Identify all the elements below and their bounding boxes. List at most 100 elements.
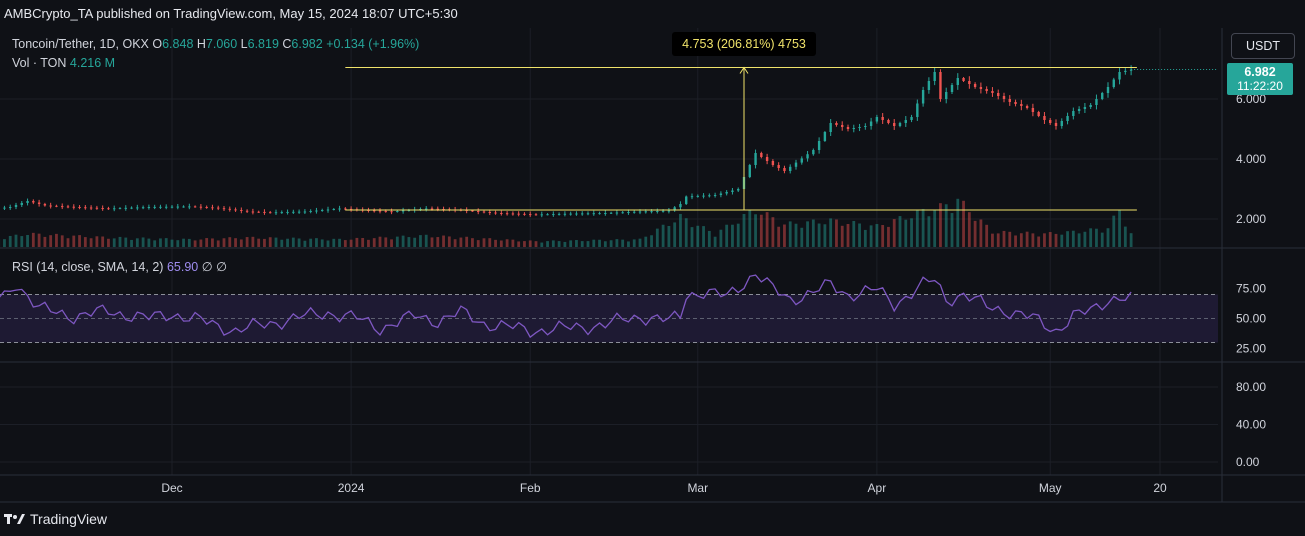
- candle-body: [713, 195, 717, 196]
- volume-bar: [846, 223, 850, 247]
- candle-body: [471, 210, 474, 212]
- volume-bar: [967, 212, 971, 247]
- volume-bar: [898, 216, 902, 247]
- last-price-badge: 6.982 11:22:20: [1227, 63, 1293, 95]
- volume-bar: [343, 240, 347, 247]
- candle-body: [113, 208, 116, 210]
- candle-body: [1077, 109, 1081, 111]
- candle-body: [1008, 99, 1011, 102]
- volume-bar: [603, 241, 607, 247]
- price-tick-label: 6.000: [1236, 92, 1266, 106]
- candle-body: [1060, 121, 1063, 126]
- candle-body: [725, 192, 728, 194]
- volume-bar: [1095, 228, 1098, 247]
- volume-bar: [517, 241, 521, 247]
- candle-body: [136, 207, 139, 209]
- volume-bar: [621, 239, 625, 247]
- volume-bar: [540, 242, 544, 247]
- volume-bar: [759, 214, 763, 247]
- candle-body: [956, 78, 959, 85]
- candle-body: [615, 212, 619, 214]
- volume-bar: [996, 233, 1000, 247]
- candle-body: [529, 214, 532, 216]
- candle-body: [621, 212, 624, 214]
- symbol-label[interactable]: Toncoin/Tether, 1D, OKX: [12, 37, 149, 51]
- volume-bar: [927, 216, 931, 247]
- volume-bar: [1089, 228, 1093, 247]
- volume-bar: [523, 241, 526, 247]
- candle-body: [609, 212, 613, 214]
- candle-body: [1118, 72, 1121, 80]
- volume-bar: [222, 238, 226, 247]
- volume-bar: [303, 240, 307, 247]
- candle-body: [95, 207, 99, 209]
- candle-body: [176, 206, 179, 208]
- measure-tool[interactable]: 4.753 (206.81%) 4753: [345, 32, 1137, 211]
- volume-bar: [367, 239, 370, 247]
- open-value: 6.848: [162, 37, 194, 51]
- volume-bar: [135, 238, 139, 247]
- volume-bar: [707, 230, 711, 247]
- volume-bar: [378, 236, 382, 247]
- volume-bar: [361, 237, 365, 247]
- candle-body: [84, 207, 87, 209]
- candle-body: [26, 201, 29, 203]
- volume-bar: [557, 241, 561, 247]
- candle-body: [1083, 107, 1087, 109]
- candle-body: [765, 157, 769, 161]
- candle-body: [1066, 116, 1069, 121]
- candle-body: [893, 123, 896, 126]
- candle-body: [425, 208, 428, 210]
- volume-bar: [881, 225, 885, 247]
- volume-bar: [349, 239, 353, 247]
- candle-body: [384, 210, 387, 212]
- volume-bar: [176, 240, 180, 247]
- candle-body: [274, 212, 278, 214]
- volume-bar: [1118, 209, 1121, 247]
- candle-body: [633, 211, 636, 213]
- volume-bar: [736, 223, 740, 247]
- volume-bar: [153, 240, 157, 247]
- volume-bar: [904, 219, 908, 247]
- volume-bar: [921, 208, 925, 247]
- rsi-label[interactable]: RSI (14, close, SMA, 14, 2): [12, 260, 164, 274]
- volume-bar: [835, 219, 838, 247]
- volume-bar: [141, 237, 145, 247]
- last-price-value: 6.982: [1244, 65, 1276, 79]
- candle-body: [37, 202, 41, 204]
- volume-bar: [112, 238, 116, 247]
- volume-bar: [806, 221, 809, 247]
- volume-bar: [291, 237, 295, 247]
- candle-body: [78, 207, 81, 208]
- volume-bar: [297, 238, 301, 247]
- lower-tick-label: 80.00: [1236, 380, 1266, 394]
- candle-body: [309, 211, 312, 212]
- candle-body: [835, 123, 838, 125]
- candle-body: [852, 128, 855, 129]
- candle-body: [1014, 102, 1017, 104]
- candle-body: [881, 117, 884, 120]
- candle-body: [581, 213, 584, 215]
- volume-label[interactable]: Vol · TON: [12, 56, 67, 70]
- candle-body: [858, 127, 861, 128]
- volume-bar: [1066, 231, 1069, 247]
- candle-body: [962, 78, 965, 81]
- volume-bar: [1071, 230, 1075, 247]
- candle-body: [1020, 104, 1023, 106]
- low-label: L: [240, 37, 248, 51]
- tradingview-logo[interactable]: TradingView: [4, 511, 107, 527]
- volume-bar: [1060, 234, 1064, 247]
- volume-bar: [1014, 235, 1017, 247]
- candle-body: [217, 207, 220, 209]
- volume-bar: [754, 214, 757, 247]
- volume-bar: [488, 238, 492, 247]
- candle-body: [875, 117, 879, 122]
- candle-body: [332, 209, 335, 210]
- rsi-tick-label: 75.00: [1236, 282, 1266, 296]
- currency-button[interactable]: USDT: [1231, 33, 1295, 59]
- candle-body: [66, 206, 70, 208]
- candle-body: [783, 168, 786, 171]
- volume-bar: [1048, 232, 1052, 247]
- volume-bar: [372, 238, 376, 247]
